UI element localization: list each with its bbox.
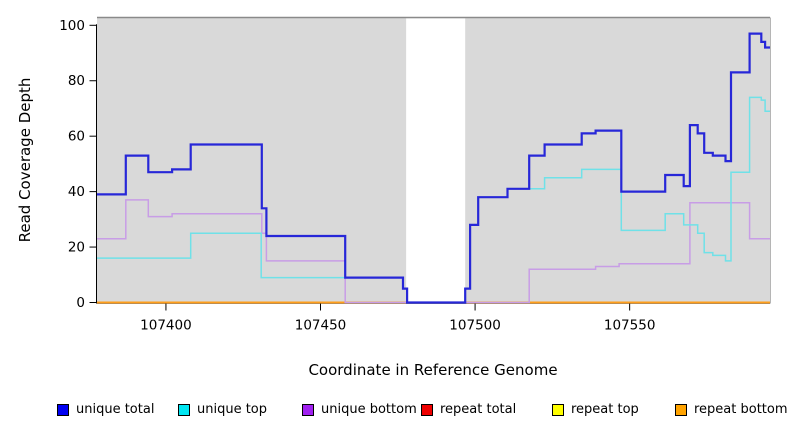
masked-gap-region (406, 18, 466, 304)
y-tick-label: 60 (68, 129, 85, 145)
y-tick-label: 80 (68, 73, 85, 89)
x-tick-label: 107400 (140, 318, 192, 334)
y-tick-label: 0 (76, 295, 85, 311)
x-tick-label: 107550 (604, 318, 656, 334)
y-tick-label: 40 (68, 184, 85, 200)
series-unique-total-line (97, 32, 770, 304)
x-tick-label: 107450 (295, 318, 347, 334)
y-axis-title: Read Coverage Depth (16, 77, 34, 243)
series-unique-bottom-line (97, 199, 770, 304)
x-axis-title: Coordinate in Reference Genome (308, 361, 558, 379)
y-tick-label: 20 (68, 240, 85, 256)
x-tick-label: 107500 (449, 318, 501, 334)
y-tick-label: 100 (59, 18, 85, 34)
